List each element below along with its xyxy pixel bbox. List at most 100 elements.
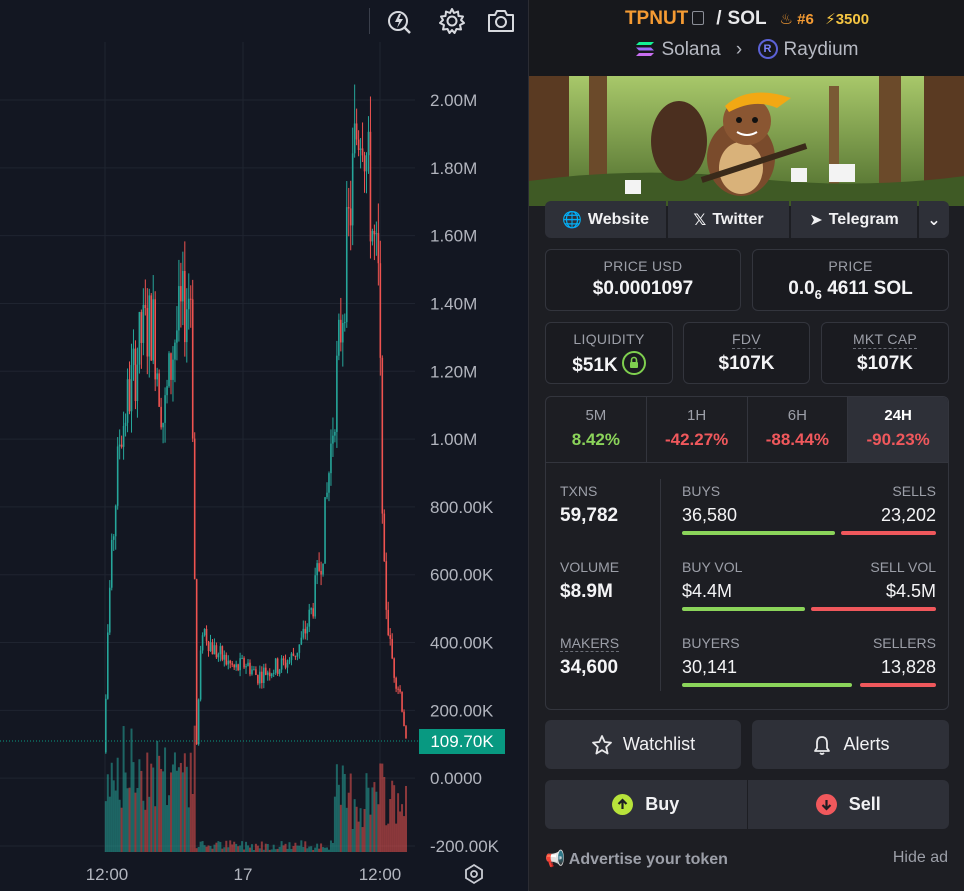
volume-bar [124,772,127,852]
buy-button[interactable]: Buy [545,780,747,829]
volume-bar [120,807,123,852]
sells-label: SELLS [892,483,936,499]
candle-body [385,561,388,610]
candle-body [239,658,241,671]
telegram-button[interactable]: ➤ Telegram [791,201,917,238]
chart-alert-icon[interactable] [385,6,415,36]
alerts-button[interactable]: Alerts [752,720,949,769]
watchlist-label: Watchlist [622,734,696,754]
y-axis-label: -200.00K [430,837,500,856]
candle-body [308,609,311,627]
base-symbol: TPNUT [624,8,689,29]
sells-value: 23,202 [880,505,936,525]
candle-body [178,286,180,331]
volume-bar [199,841,202,852]
volume-bar [272,844,275,852]
candle-body [363,155,366,172]
buy-vol-value: $4.4M [682,581,733,601]
candle-body [146,308,149,357]
volume-bar [164,747,167,852]
volume-bar [308,846,311,852]
candle-body [174,342,176,360]
volume-bar [118,799,121,852]
candle-body [272,672,275,674]
hide-ad-link[interactable]: Hide ad [892,849,948,866]
candle-body [395,677,397,689]
watchlist-button[interactable]: Watchlist [545,720,741,769]
candle-body [247,662,249,667]
token-header: TPNUT /SOL ♨ #6 ⚡3500 Solana › Raydium [529,0,964,76]
copy-icon[interactable] [692,11,705,25]
toolbar-divider [369,8,370,34]
sell-vol-bar [811,607,936,611]
tab-6h[interactable]: 6H -88.44% [748,397,849,462]
volume-bar [254,843,257,852]
boosts[interactable]: ⚡3500 [825,11,869,28]
candle-body [182,270,184,302]
fdv-value: $107K [718,353,775,374]
candle-body [136,364,139,402]
twitter-button[interactable]: 𝕏 Twitter [668,201,789,238]
x-axis-label: 17 [234,865,253,884]
volume-bar [223,847,226,852]
advertise-link[interactable]: 📢 Advertise your token [545,849,728,869]
candle-body [162,422,164,428]
volume-bar [191,793,194,852]
volume-bar [187,807,190,852]
sell-button[interactable]: Sell [747,780,949,829]
volume-bar [312,849,315,852]
telegram-label: Telegram [828,210,899,228]
volume-bar [331,842,334,852]
axis-settings-icon[interactable] [462,862,486,886]
lock-icon[interactable] [621,351,646,375]
candle-body [387,609,390,636]
candle-body [326,492,328,498]
candle-body [221,646,224,660]
buys-value: 36,580 [682,505,738,525]
trending-rank[interactable]: ♨ #6 [780,11,814,28]
dex-name[interactable]: Raydium [783,39,859,60]
chain-name[interactable]: Solana [661,39,721,60]
tab-5m[interactable]: 5M 8.42% [546,397,647,462]
candle-body [187,298,190,310]
volume-bar [250,844,253,852]
chart-pane[interactable]: 2.00M 1.80M 1.60M 1.40M 1.20M 1.00M 800.00K 600… [0,0,528,891]
candle-body [235,664,237,668]
tab-24h[interactable]: 24H -90.23% [848,397,948,462]
buys-bar [682,531,835,535]
candle-body [266,672,269,675]
candle-body [205,628,208,642]
tab-1h[interactable]: 1H -42.27% [647,397,748,462]
website-button[interactable]: 🌐 Website [545,201,666,238]
more-links-button[interactable]: ⌄ [919,201,949,238]
volume-bar [256,845,259,852]
volume-bar [361,827,364,852]
candle-body [172,359,174,380]
sellers-value: 13,828 [880,657,936,677]
chevron-down-icon: ⌄ [927,211,941,229]
settings-gear-icon[interactable] [437,6,467,36]
candle-body [116,446,119,506]
candle-body [259,671,261,684]
camera-icon[interactable] [486,6,516,36]
twitter-label: Twitter [712,210,764,228]
price-chart[interactable]: 2.00M 1.80M 1.60M 1.40M 1.20M 1.00M 800.00K 600… [0,0,528,891]
volume-bar [243,849,246,852]
globe-icon: 🌐 [562,211,582,229]
liquidity-box: LIQUIDITY $51K [545,322,673,384]
candle-body [343,322,346,324]
candle-body [144,304,147,309]
volume-bar [116,757,119,852]
volume-bar [185,766,188,852]
volume-bar [239,845,242,852]
sell-vol-label: SELL VOL [870,559,936,575]
trade-buttons: Buy Sell [545,780,949,829]
candle-body [213,645,216,655]
mktcap-value: $107K [857,353,913,374]
candle-body [381,357,384,514]
current-price-tag: 109.70K [419,729,505,754]
candle-body [320,570,322,575]
candle-body [377,233,380,264]
candle-body [241,658,243,660]
candle-body [347,207,350,209]
